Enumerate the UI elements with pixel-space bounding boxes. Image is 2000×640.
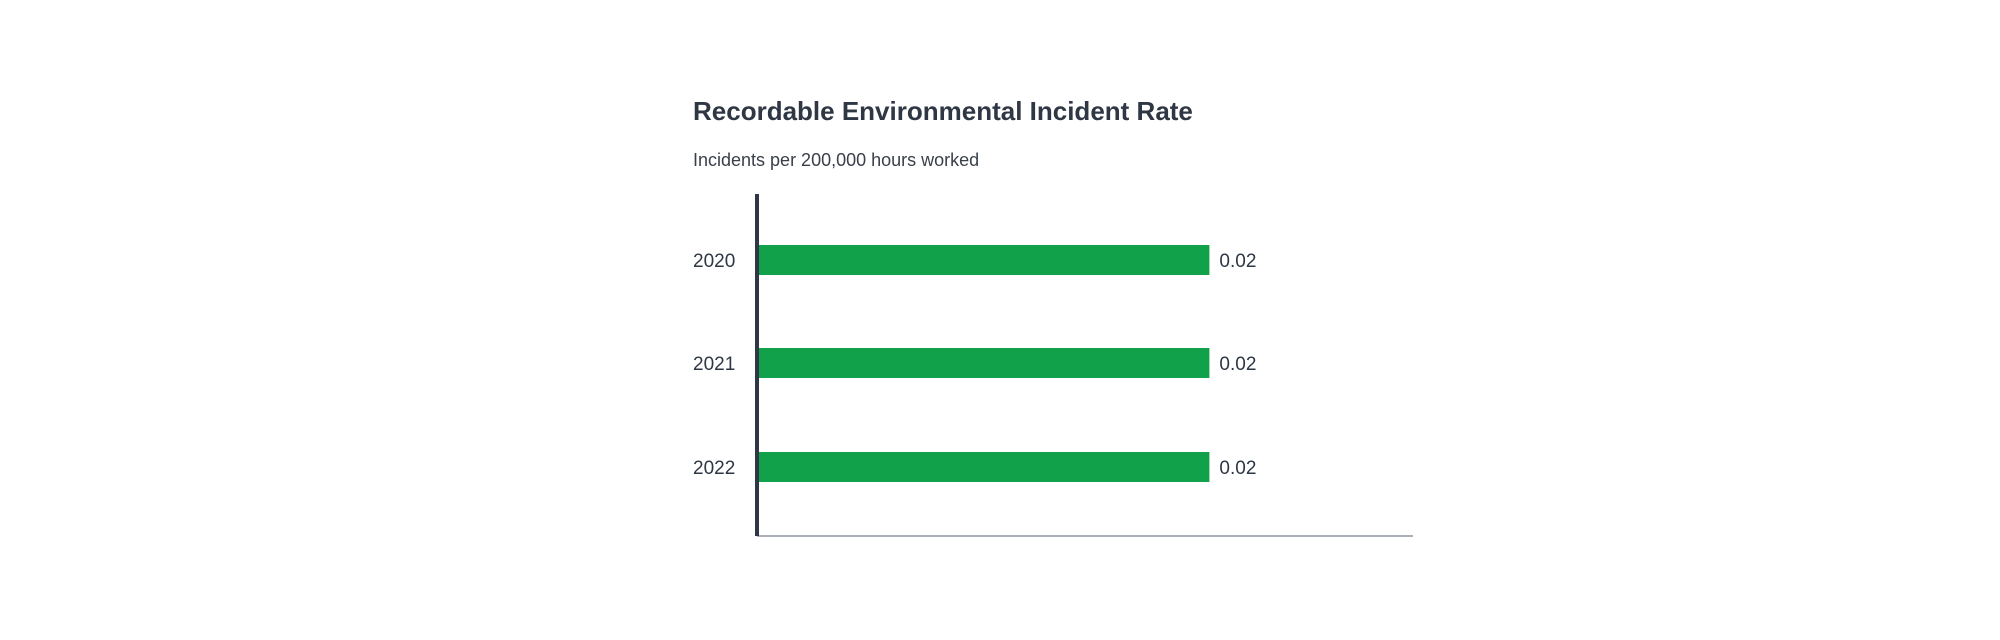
category-label-2021: 2021 — [693, 354, 735, 375]
category-label-2020: 2020 — [693, 251, 735, 272]
bar-2020 — [759, 245, 1210, 275]
category-label-2022: 2022 — [693, 458, 735, 479]
value-label-2022: 0.02 — [1219, 458, 1256, 479]
bar-2022 — [759, 452, 1210, 482]
bars-group: 2020 0.02 2021 0.02 2022 0.02 — [693, 245, 1256, 482]
chart-subtitle: Incidents per 200,000 hours worked — [693, 150, 980, 170]
chart-title: Recordable Environmental Incident Rate — [693, 96, 1193, 126]
value-label-2020: 0.02 — [1219, 251, 1256, 272]
value-label-2021: 0.02 — [1219, 354, 1256, 375]
bar-2021 — [759, 348, 1210, 378]
